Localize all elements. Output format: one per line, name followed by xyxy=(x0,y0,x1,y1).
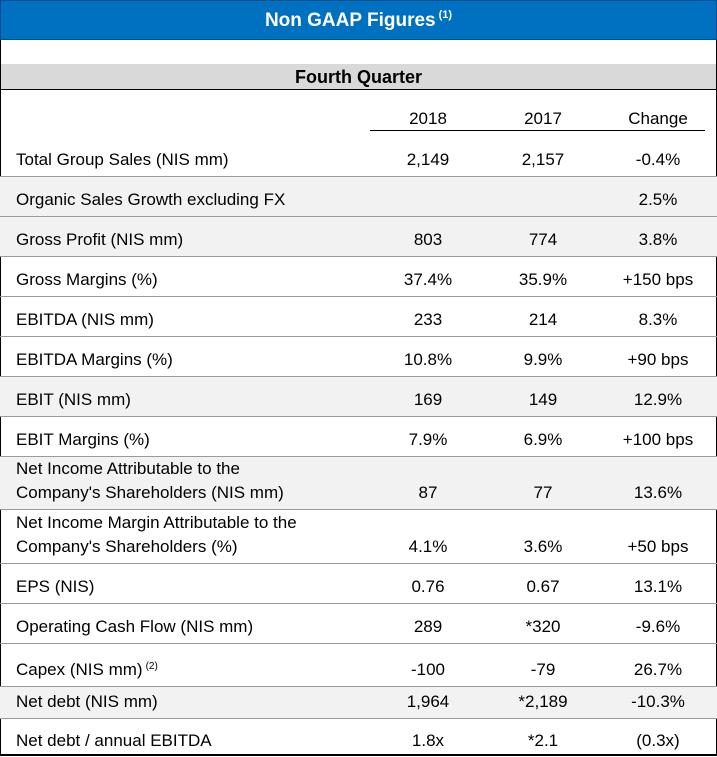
table-body: Total Group Sales (NIS mm) 2,149 2,157 -… xyxy=(0,140,717,757)
value-2018: 37.4% xyxy=(403,270,453,289)
row-label: EBITDA Margins (%) xyxy=(16,350,173,369)
row-label: Capex (NIS mm) (2) xyxy=(16,658,158,682)
value-change: 13.1% xyxy=(633,577,683,596)
table-row: EBIT (NIS mm) 169 149 12.9% xyxy=(0,377,717,417)
row-label: EBIT (NIS mm) xyxy=(16,390,131,409)
row-label: Net debt (NIS mm) xyxy=(16,692,158,711)
table-row: Organic Sales Growth excluding FX 2.5% xyxy=(0,177,717,217)
table-row: EBIT Margins (%) 7.9% 6.9% +100 bps xyxy=(0,417,717,457)
value-change: 8.3% xyxy=(638,310,678,329)
table-row: Gross Profit (NIS mm) 803 774 3.8% xyxy=(0,217,717,257)
table-row: EPS (NIS) 0.76 0.67 13.1% xyxy=(0,564,717,604)
row-label: Net Income Attributable to the Company's … xyxy=(16,457,284,505)
value-change: 12.9% xyxy=(633,390,683,409)
row-label: EBITDA (NIS mm) xyxy=(16,310,154,329)
value-change: -0.4% xyxy=(635,150,681,169)
table-title: Non GAAP Figures (1) xyxy=(0,0,717,40)
value-2018: 169 xyxy=(413,390,443,409)
value-change: +50 bps xyxy=(627,537,689,556)
value-change: 3.8% xyxy=(638,230,678,249)
value-2017: *2.1 xyxy=(527,731,559,750)
value-change: 13.6% xyxy=(633,483,683,502)
value-2018: 803 xyxy=(413,230,443,249)
title-spacer xyxy=(0,40,717,64)
period-header: Fourth Quarter xyxy=(0,64,717,90)
row-label: Net debt / annual EBITDA xyxy=(16,731,212,750)
title-footnote: (1) xyxy=(438,9,453,21)
row-label: EPS (NIS) xyxy=(16,577,95,596)
value-2017: 214 xyxy=(528,310,558,329)
value-2018: 10.8% xyxy=(403,350,453,369)
value-2018: 87 xyxy=(418,483,438,502)
row-label-line2: Company's Shareholders (NIS mm) xyxy=(16,483,284,502)
title-text: Non GAAP Figures xyxy=(264,10,436,31)
value-2017: 6.9% xyxy=(523,430,563,449)
value-change: -9.6% xyxy=(635,617,681,636)
value-2017: 9.9% xyxy=(523,350,563,369)
row-label: Operating Cash Flow (NIS mm) xyxy=(16,617,254,636)
value-2017: 2,157 xyxy=(521,150,565,169)
value-2018: 1.8x xyxy=(411,731,445,750)
value-change: (0.3x) xyxy=(636,731,680,750)
value-2017: 774 xyxy=(528,230,558,249)
table-row: Net debt (NIS mm) 1,964 *2,189 -10.3% xyxy=(0,687,717,719)
value-change: -10.3% xyxy=(631,692,685,711)
value-2018: 289 xyxy=(413,617,443,636)
value-2017: 0.67 xyxy=(526,577,560,596)
header-rule xyxy=(370,130,705,131)
value-2018: 7.9% xyxy=(408,430,448,449)
value-2017: -79 xyxy=(530,660,556,679)
table-row: Capex (NIS mm) (2) -100 -79 26.7% xyxy=(0,644,717,687)
row-label: Total Group Sales (NIS mm) xyxy=(16,150,229,169)
value-2017: *2,189 xyxy=(518,692,568,711)
column-header-2018: 2018 xyxy=(409,109,447,128)
row-label-line2: Company's Shareholders (%) xyxy=(16,537,238,556)
value-2018: 233 xyxy=(413,310,443,329)
value-change: +90 bps xyxy=(627,350,689,369)
value-2017: 149 xyxy=(528,390,558,409)
table-row: Net debt / annual EBITDA 1.8x *2.1 (0.3x… xyxy=(0,719,717,757)
value-change: +100 bps xyxy=(622,430,694,449)
value-2017: *320 xyxy=(525,617,561,636)
table-row: Total Group Sales (NIS mm) 2,149 2,157 -… xyxy=(0,140,717,177)
table-row: EBITDA Margins (%) 10.8% 9.9% +90 bps xyxy=(0,337,717,377)
row-label-line1: Net Income Margin Attributable to the xyxy=(16,513,297,532)
value-2017: 77 xyxy=(533,483,553,502)
value-change: +150 bps xyxy=(622,270,694,289)
row-label: Gross Profit (NIS mm) xyxy=(16,230,184,249)
value-change: 2.5% xyxy=(638,190,678,209)
table-row: Net Income Attributable to the Company's … xyxy=(0,457,717,510)
value-2018: 4.1% xyxy=(408,537,448,556)
row-label-text: Capex (NIS mm) xyxy=(16,660,143,679)
row-label: Net Income Margin Attributable to the Com… xyxy=(16,511,297,559)
column-header-2017: 2017 xyxy=(524,109,562,128)
column-header-change: Change xyxy=(628,109,688,128)
value-2018: 1,964 xyxy=(406,692,450,711)
value-2018: -100 xyxy=(410,660,446,679)
value-2017: 3.6% xyxy=(523,537,563,556)
row-label: Gross Margins (%) xyxy=(16,270,158,289)
value-2018: 0.76 xyxy=(411,577,445,596)
table-row: Gross Margins (%) 37.4% 35.9% +150 bps xyxy=(0,257,717,297)
value-change: 26.7% xyxy=(633,660,683,679)
value-2018: 2,149 xyxy=(406,150,450,169)
row-footnote: (2) xyxy=(145,661,158,672)
row-label-line1: Net Income Attributable to the xyxy=(16,459,240,478)
row-label: Organic Sales Growth excluding FX xyxy=(16,190,286,209)
row-label: EBIT Margins (%) xyxy=(16,430,150,449)
table-row: Net Income Margin Attributable to the Com… xyxy=(0,510,717,564)
table-row: EBITDA (NIS mm) 233 214 8.3% xyxy=(0,297,717,337)
table-row: Operating Cash Flow (NIS mm) 289 *320 -9… xyxy=(0,604,717,644)
value-2017: 35.9% xyxy=(518,270,568,289)
